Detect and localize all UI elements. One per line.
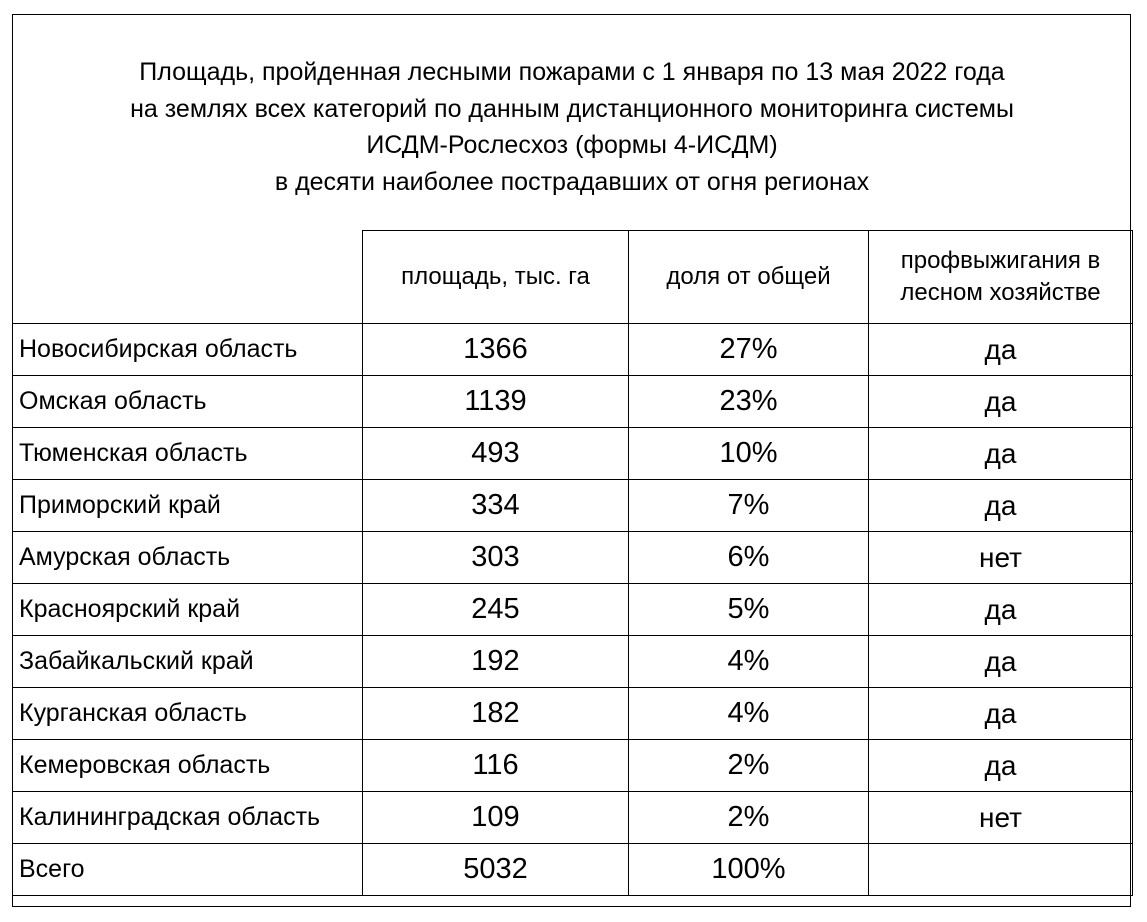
region-cell: Тюменская область	[12, 427, 363, 480]
header-share: доля от общей	[628, 230, 869, 324]
burning-cell: да	[868, 375, 1133, 428]
share-cell: 5%	[628, 583, 869, 636]
area-cell: 1366	[362, 323, 629, 376]
header-blank-cell	[12, 230, 363, 324]
burning-cell: да	[868, 323, 1133, 376]
table-row: Омская область 1139 23% да	[12, 375, 1133, 428]
header-burning-line-1: профвыжигания в	[900, 247, 1101, 274]
region-cell: Красноярский край	[12, 583, 363, 636]
title-line-3: ИСДМ-Рослесхоз (формы 4-ИСДМ)	[366, 131, 778, 159]
share-cell: 23%	[628, 375, 869, 428]
title-line-1: Площадь, пройденная лесными пожарами с 1…	[139, 58, 1005, 86]
share-cell: 6%	[628, 531, 869, 584]
area-cell: 303	[362, 531, 629, 584]
fire-area-table: площадь, тыс. га доля от общей профвыжиг…	[12, 230, 1133, 896]
area-cell: 192	[362, 635, 629, 688]
total-burning-cell	[868, 843, 1133, 896]
total-share-cell: 100%	[628, 843, 869, 896]
area-cell: 1139	[362, 375, 629, 428]
table-row: Красноярский край 245 5% да	[12, 583, 1133, 636]
table-row: Тюменская область 493 10% да	[12, 427, 1133, 480]
table-row: Новосибирская область 1366 27% да	[12, 323, 1133, 376]
share-cell: 4%	[628, 687, 869, 740]
title-line-2: на землях всех категорий по данным диста…	[130, 94, 1014, 123]
share-cell: 2%	[628, 739, 869, 792]
burning-cell: нет	[868, 531, 1133, 584]
table-row: Забайкальский край 192 4% да	[12, 635, 1133, 688]
burning-cell: нет	[868, 791, 1133, 844]
share-cell: 4%	[628, 635, 869, 688]
document-title: Площадь, пройденная лесными пожарами с 1…	[12, 54, 1132, 200]
region-cell: Омская область	[12, 375, 363, 428]
header-burning-line-2: лесном хозяйстве	[900, 279, 1101, 306]
burning-cell: да	[868, 739, 1133, 792]
region-cell: Курганская область	[12, 687, 363, 740]
burning-cell: да	[868, 583, 1133, 636]
area-cell: 245	[362, 583, 629, 636]
area-cell: 182	[362, 687, 629, 740]
burning-cell: да	[868, 427, 1133, 480]
table-row: Кемеровская область 116 2% да	[12, 739, 1133, 792]
table-row: Калининградская область 109 2% нет	[12, 791, 1133, 844]
region-cell: Амурская область	[12, 531, 363, 584]
total-area-cell: 5032	[362, 843, 629, 896]
share-cell: 2%	[628, 791, 869, 844]
table-header-row: площадь, тыс. га доля от общей профвыжиг…	[12, 230, 1133, 324]
area-cell: 493	[362, 427, 629, 480]
header-burning: профвыжигания в лесном хозяйстве	[868, 230, 1133, 324]
region-cell: Приморский край	[12, 479, 363, 532]
burning-cell: да	[868, 687, 1133, 740]
burning-cell: да	[868, 635, 1133, 688]
total-label-cell: Всего	[12, 843, 363, 896]
table-row: Приморский край 334 7% да	[12, 479, 1133, 532]
table-row: Амурская область 303 6% нет	[12, 531, 1133, 584]
burning-cell: да	[868, 479, 1133, 532]
title-line-4: в десяти наиболее пострадавших от огня р…	[274, 167, 870, 196]
area-cell: 116	[362, 739, 629, 792]
share-cell: 27%	[628, 323, 869, 376]
region-cell: Забайкальский край	[12, 635, 363, 688]
header-area: площадь, тыс. га	[362, 230, 629, 324]
table-total-row: Всего 5032 100%	[12, 843, 1133, 896]
region-cell: Кемеровская область	[12, 739, 363, 792]
share-cell: 7%	[628, 479, 869, 532]
region-cell: Калининградская область	[12, 791, 363, 844]
share-cell: 10%	[628, 427, 869, 480]
table-row: Курганская область 182 4% да	[12, 687, 1133, 740]
area-cell: 334	[362, 479, 629, 532]
area-cell: 109	[362, 791, 629, 844]
region-cell: Новосибирская область	[12, 323, 363, 376]
